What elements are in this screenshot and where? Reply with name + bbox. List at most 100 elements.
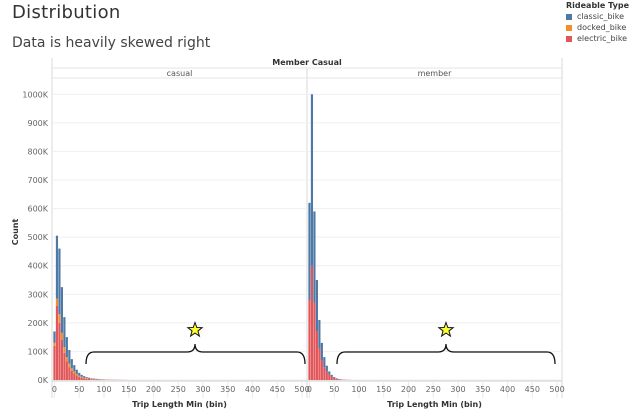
bar-member-electric_bike (328, 374, 331, 380)
x-tick-label: 350 (220, 385, 235, 394)
bar-casual-classic_bike (58, 248, 61, 315)
bar-casual-classic_bike (60, 287, 63, 333)
bar-casual-docked_bike (63, 347, 66, 353)
legend-swatch-classic-bike (566, 13, 572, 20)
bar-member-electric_bike (330, 376, 333, 380)
legend-swatch-electric-bike (566, 35, 572, 42)
bar-member-electric_bike (335, 378, 338, 380)
bar-casual-electric_bike (75, 375, 78, 380)
bar-casual-classic_bike (73, 365, 76, 372)
bar-casual-electric_bike (70, 370, 73, 380)
legend-item-docked-bike[interactable]: docked_bike (566, 22, 629, 33)
bar-casual-classic_bike (68, 350, 71, 364)
bar-member-classic_bike (310, 94, 314, 266)
bar-casual-classic_bike (63, 317, 66, 348)
bar-casual-electric_bike (78, 376, 81, 380)
legend-swatch-docked-bike (566, 24, 572, 31)
bar-member-classic_bike (335, 378, 338, 379)
legend-label-docked-bike: docked_bike (577, 23, 627, 32)
bar-member-classic_bike (315, 280, 318, 332)
bar-casual-classic_bike (75, 369, 78, 374)
y-tick-label: 0K (38, 376, 49, 385)
bar-casual-docked_bike (73, 371, 76, 374)
panel-label-member: member (418, 69, 453, 78)
x-tick-label: 50 (329, 385, 339, 394)
x-tick-label: 250 (171, 385, 186, 394)
bar-casual-classic_bike (65, 337, 68, 358)
bar-member-classic_bike (328, 371, 331, 375)
x-tick-label: 150 (121, 385, 136, 394)
x-tick-label: 150 (376, 385, 391, 394)
bar-casual-classic_bike (55, 235, 59, 299)
x-tick-label: 300 (450, 385, 465, 394)
annotations (85, 321, 556, 365)
bar-casual-docked_bike (68, 363, 71, 368)
bar-member-classic_bike (313, 211, 316, 303)
y-tick-label: 800K (27, 147, 48, 156)
bar-casual-electric_bike (90, 379, 93, 380)
bar-member-classic_bike (325, 365, 328, 372)
bar-member-classic_bike (323, 357, 326, 368)
bar-casual-docked_bike (58, 314, 61, 323)
bar-casual-electric_bike (60, 340, 63, 380)
star-icon (437, 321, 455, 338)
y-tick-label: 1000K (22, 90, 48, 99)
bar-casual-docked_bike (60, 332, 63, 340)
legend-item-classic-bike[interactable]: classic_bike (566, 11, 629, 22)
legend: Rideable Type classic_bike docked_bike e… (566, 1, 629, 44)
bar-casual-classic_bike (78, 372, 81, 376)
bar-member-electric_bike (315, 331, 318, 380)
bar-member-electric_bike (323, 367, 326, 380)
x-axis-label: Trip Length Min (bin) (132, 400, 227, 409)
bar-casual-docked_bike (78, 375, 81, 377)
bar-casual-classic_bike (85, 377, 88, 379)
x-tick-label: 300 (195, 385, 210, 394)
axis-labels: Member Casual 0K 100K 200K 300K 400K 500K 600K 7… (11, 58, 565, 409)
bar-casual-docked_bike (80, 376, 83, 378)
bar-casual-docked_bike (55, 298, 59, 306)
bars (53, 94, 351, 380)
bar-casual-electric_bike (85, 378, 88, 380)
panel-label-casual: casual (167, 69, 193, 78)
column-header: Member Casual (272, 58, 342, 67)
bar-member-electric_bike (310, 265, 314, 380)
chart-title: Distribution (12, 2, 121, 23)
bar-casual-docked_bike (85, 378, 88, 379)
x-tick-label: 50 (74, 385, 84, 394)
x-tick-label: 0 (52, 385, 57, 394)
bar-casual-electric_bike (65, 361, 68, 380)
curly-brace-member (336, 343, 556, 365)
bar-casual-classic_bike (88, 377, 91, 379)
bar-casual-classic_bike (90, 378, 93, 379)
x-tick-label: 450 (270, 385, 285, 394)
bar-member-classic_bike (330, 374, 333, 377)
chart-frame (51, 58, 563, 398)
x-tick-label: 450 (525, 385, 540, 394)
legend-label-electric-bike: electric_bike (577, 34, 628, 43)
bar-casual-electric_bike (80, 377, 83, 380)
bar-member-classic_bike (308, 202, 311, 300)
x-tick-label: 250 (426, 385, 441, 394)
x-tick-label: 500 (549, 385, 564, 394)
legend-label-classic-bike: classic_bike (577, 12, 625, 21)
legend-item-electric-bike[interactable]: electric_bike (566, 33, 629, 44)
bar-member-electric_bike (338, 379, 341, 380)
y-tick-label: 400K (27, 262, 48, 271)
curly-brace-casual (85, 343, 306, 365)
y-tick-label: 500K (27, 233, 48, 242)
x-tick-label: 200 (401, 385, 416, 394)
x-tick-label: 400 (245, 385, 260, 394)
bar-member-electric_bike (308, 300, 311, 380)
y-tick-label: 100K (27, 347, 48, 356)
bar-casual-electric_bike (53, 345, 56, 380)
y-axis-label: Count (11, 219, 20, 246)
bar-member-classic_bike (333, 377, 336, 378)
bar-casual-electric_bike (73, 373, 76, 380)
bar-member-classic_bike (318, 320, 321, 349)
y-tick-label: 200K (27, 319, 48, 328)
legend-title: Rideable Type (566, 1, 630, 10)
bar-casual-docked_bike (75, 374, 78, 376)
y-tick-label: 600K (27, 205, 48, 214)
bar-casual-classic_bike (70, 359, 73, 369)
